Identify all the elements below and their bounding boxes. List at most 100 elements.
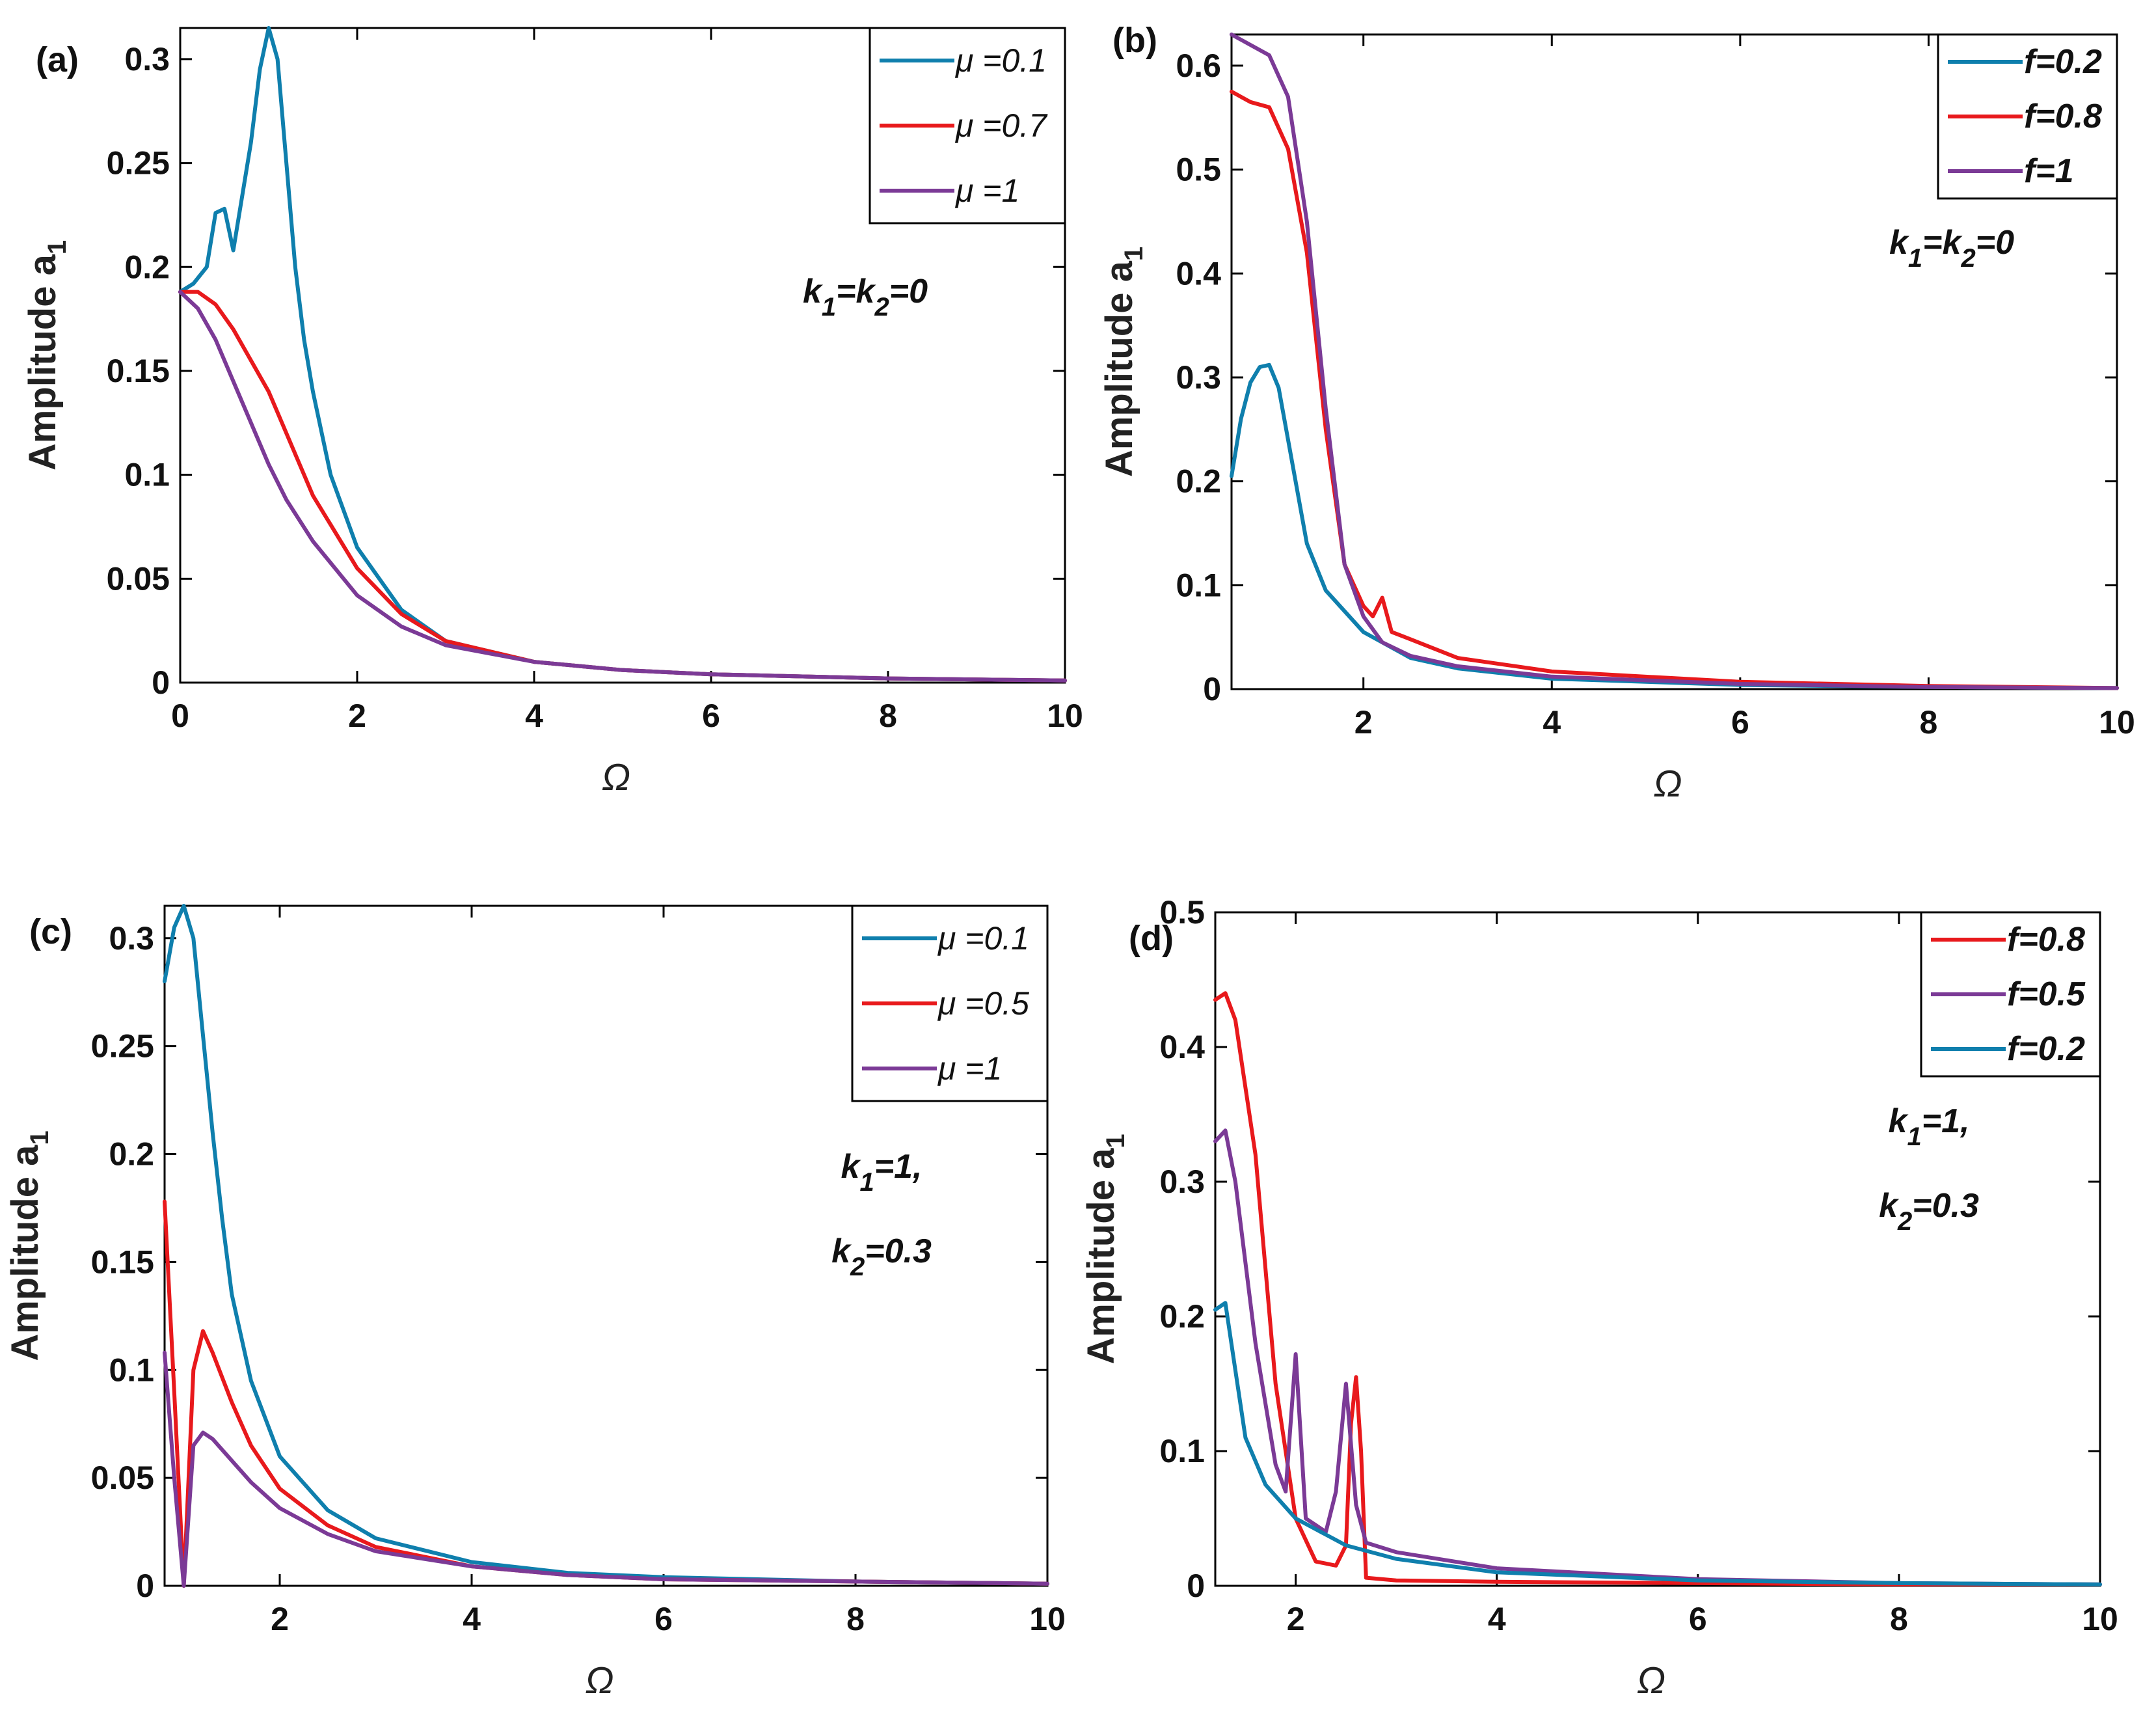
x-tick-label: 8: [1890, 1601, 1908, 1637]
y-tick-label: 0.1: [1159, 1433, 1205, 1469]
axes-box: [1230, 33, 2118, 690]
legend: μ =0.1 μ =0.7 μ =1: [869, 27, 1066, 224]
series-line-2: [1230, 89, 2119, 690]
x-axis-label: Ω: [1637, 1659, 1665, 1702]
legend-label: f=0.5: [2007, 975, 2086, 1013]
axes-box: [1214, 911, 2101, 1587]
annotation-text: k1=k2=0: [1889, 224, 2014, 273]
legend-label: μ =0.1: [937, 920, 1029, 957]
series-line-2: [1213, 1128, 2102, 1586]
y-tick-label: 0.6: [1176, 48, 1221, 84]
y-tick-label: 0.4: [1176, 255, 1221, 292]
y-tick-label: 0: [1187, 1568, 1205, 1604]
legend-label: f=0.8: [2007, 921, 2085, 959]
series-line-3: [178, 290, 1067, 683]
y-tick-label: 0.5: [1176, 152, 1221, 188]
series-line-1: [1213, 991, 2102, 1586]
x-tick-label: 4: [463, 1601, 481, 1637]
x-tick-label: 8: [846, 1601, 865, 1637]
x-tick-label: 2: [1287, 1601, 1305, 1637]
panel-b: 2 4 6 8 10 0 0.1 0.2 0.3 0.4 0.5 0.6 Ω Amplitude a1 (b…: [1098, 21, 2135, 805]
legend-label: μ =0.7: [954, 107, 1048, 144]
panel-label: (d): [1129, 919, 1174, 958]
y-tick-label: 0.3: [1176, 359, 1221, 396]
panel-label: (a): [36, 40, 79, 79]
x-tick-label: 6: [1731, 704, 1749, 741]
series-line-3: [1230, 33, 2119, 690]
legend-label: μ =1: [937, 1050, 1002, 1087]
y-tick-label: 0: [1203, 671, 1221, 707]
y-axis-label: Amplitude a1: [21, 240, 72, 470]
x-tick-label: 4: [1488, 1601, 1506, 1637]
x-tick-label: 6: [702, 698, 720, 734]
series-line-3: [1213, 1301, 2102, 1586]
y-tick-label: 0.25: [91, 1028, 154, 1065]
y-tick-label: 0.2: [124, 249, 170, 285]
series-line-1: [163, 904, 1049, 1586]
x-tick-label: 10: [1029, 1601, 1066, 1637]
x-tick-label: 6: [654, 1601, 673, 1637]
legend-label: f=1: [2024, 152, 2074, 190]
x-tick-label: 6: [1689, 1601, 1707, 1637]
y-tick-label: 0.05: [107, 560, 170, 597]
y-tick-label: 0.3: [109, 920, 154, 957]
legend-label: f=0.2: [2024, 43, 2102, 81]
legend-label: μ =0.5: [937, 985, 1029, 1022]
y-tick-label: 0.1: [109, 1352, 154, 1388]
panel-c: 2 4 6 8 10 0 0.05 0.1 0.15 0.2 0.25 0.3 Ω Amplitude a…: [4, 904, 1066, 1702]
x-tick-label: 0: [171, 698, 189, 734]
x-tick-label: 2: [348, 698, 366, 734]
y-tick-label: 0.15: [107, 353, 170, 389]
annotation-text: k2=0.3: [831, 1232, 932, 1281]
y-tick-label: 0.2: [109, 1136, 154, 1173]
annotation-text: k1=1,: [841, 1148, 923, 1197]
y-axis-label: Amplitude a1: [1080, 1134, 1130, 1364]
panel-d: 2 4 6 8 10 0 0.1 0.2 0.3 0.4 0.5 Ω Amplitude a1 (d) f=…: [1080, 894, 2118, 1702]
legend: μ =0.1 μ =0.5 μ =1: [851, 905, 1049, 1102]
y-tick-label: 0.25: [107, 145, 170, 182]
series-line-1: [1230, 362, 2119, 690]
x-axis-label: Ω: [585, 1659, 613, 1702]
x-tick-label: 8: [879, 698, 897, 734]
y-tick-label: 0.2: [1159, 1298, 1205, 1335]
x-tick-label: 10: [2099, 704, 2135, 741]
legend-label: f=0.2: [2007, 1030, 2085, 1068]
y-tick-label: 0.15: [91, 1244, 154, 1280]
x-tick-label: 10: [1047, 698, 1083, 734]
y-tick-label: 0.1: [1176, 567, 1221, 603]
y-tick-label: 0.3: [124, 41, 170, 77]
y-tick-label: 0.3: [1159, 1163, 1205, 1200]
x-axis-label: Ω: [602, 756, 630, 798]
panel-label: (c): [29, 912, 72, 951]
x-tick-label: 8: [1920, 704, 1938, 741]
y-tick-label: 0: [136, 1568, 154, 1604]
y-tick-label: 0.4: [1159, 1029, 1205, 1065]
annotation-text: k1=k2=0: [803, 273, 928, 321]
y-axis-label: Amplitude a1: [4, 1130, 54, 1361]
legend-label: f=0.8: [2024, 98, 2102, 135]
x-tick-label: 2: [271, 1601, 289, 1637]
y-tick-label: 0.05: [91, 1460, 154, 1496]
legend: f=0.8 f=0.5 f=0.2: [1920, 911, 2101, 1078]
x-tick-label: 4: [525, 698, 543, 734]
y-tick-label: 0.2: [1176, 463, 1221, 500]
legend-label: μ =0.1: [954, 42, 1047, 79]
x-axis-label: Ω: [1653, 763, 1682, 805]
y-axis-label: Amplitude a1: [1098, 247, 1148, 477]
x-tick-label: 4: [1543, 704, 1561, 741]
y-tick-label: 0: [152, 664, 170, 701]
y-tick-label: 0.1: [124, 457, 170, 493]
panel-a: 0 2 4 6 8 10 0 0.05 0.1 0.15 0.2 0.25 0.3 Ω Amplitude …: [21, 26, 1083, 798]
legend-label: μ =1: [954, 172, 1019, 209]
x-tick-label: 10: [2082, 1601, 2118, 1637]
axes-box: [179, 27, 1066, 684]
y-tick-label: 0.5: [1159, 894, 1205, 931]
series-line-2: [178, 290, 1067, 683]
annotation-text: k2=0.3: [1879, 1187, 1979, 1236]
x-tick-label: 2: [1354, 704, 1373, 741]
annotation-text: k1=1,: [1889, 1102, 1970, 1151]
axes-box: [163, 905, 1049, 1587]
legend: f=0.2 f=0.8 f=1: [1937, 33, 2118, 200]
series-line-3: [163, 1350, 1049, 1588]
